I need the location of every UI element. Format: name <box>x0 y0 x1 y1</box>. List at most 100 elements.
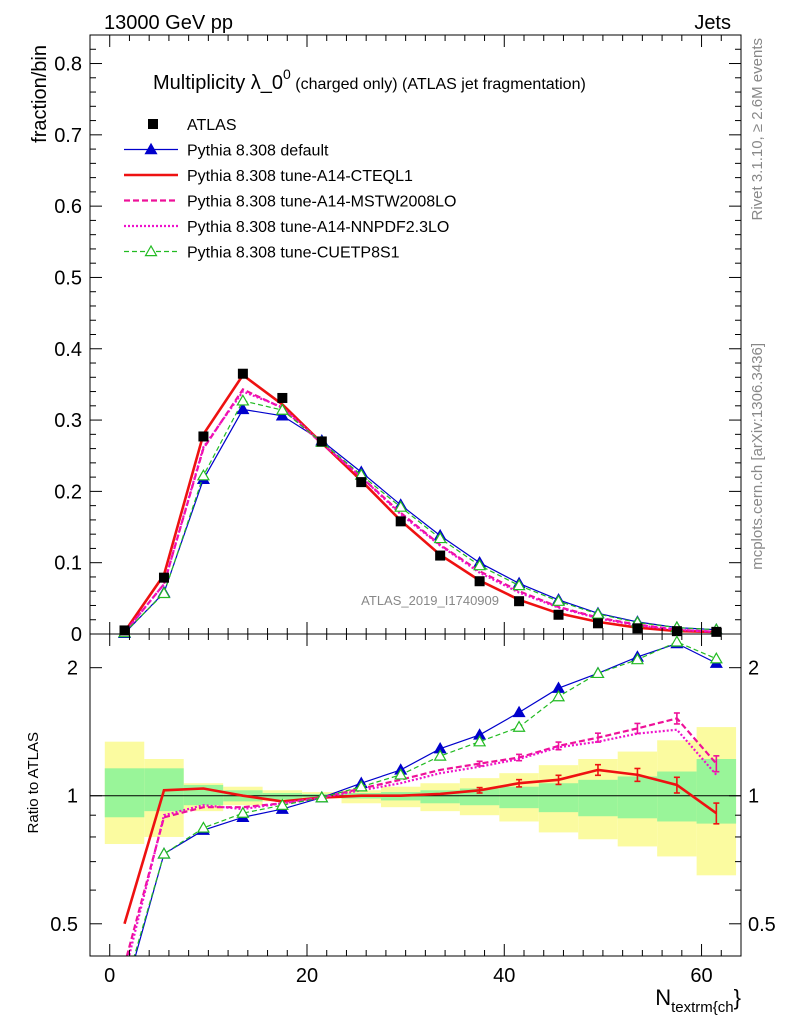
y-tick-label: 0 <box>71 624 82 646</box>
y-tick-label: 0.3 <box>54 410 82 432</box>
series-point-cuetp <box>591 607 605 619</box>
y-tick-label: 0.2 <box>54 481 82 503</box>
x-axis-label-sub: textrm{ch <box>671 999 734 1016</box>
x-axis-label-main: N <box>655 985 671 1010</box>
ratio-point-cuetp <box>630 652 644 665</box>
series-point-cuetp <box>433 531 447 544</box>
ratio-point-cuetp <box>236 806 250 818</box>
main-panel: 0 0.1 0.2 0.3 0.4 0.5 0.6 0.7 0.8 fraction/bin M… <box>29 34 742 646</box>
plot-title: Multiplicity λ_00 (charged only) (ATLAS … <box>153 66 586 94</box>
legend-marker-default <box>144 142 158 155</box>
series-point-default <box>275 409 289 421</box>
uncertainty-band-inner <box>538 783 579 813</box>
atlas-data-point <box>632 623 643 634</box>
series-point-cuetp <box>275 403 289 415</box>
ratio-y-axis-label: Ratio to ATLAS <box>25 732 42 833</box>
uncertainty-band-inner <box>104 768 145 818</box>
ratio-point-cuetp <box>670 635 684 647</box>
atlas-data-point <box>474 576 485 587</box>
series-point-cuetp <box>551 594 566 606</box>
ratio-point-cuetp <box>275 798 289 810</box>
plot-title-tail: (charged only) (ATLAS jet fragmentation) <box>291 76 586 93</box>
y-tick-label: 0.5 <box>54 267 82 289</box>
y-tick-label: 0.8 <box>54 54 82 76</box>
atlas-data-point <box>119 625 130 636</box>
ratio-panel: 0.5 0.51 12 20 20 40 60 Ratio to ATLAS Ntextrm… <box>25 633 776 1016</box>
series-line-nnpdf <box>123 390 717 634</box>
ratio-line-nnpdf <box>127 728 718 956</box>
ratio-point-default <box>512 705 526 718</box>
atlas-data-point <box>553 609 564 620</box>
legend-label: ATLAS <box>187 117 237 134</box>
ratio-point-cuetp <box>433 749 447 761</box>
series-line-default <box>124 408 717 634</box>
x-tick-label: 60 <box>690 965 712 987</box>
atlas-data-point <box>395 516 406 527</box>
legend: ATLAS Pythia 8.308 default Pythia 8.308 tu… <box>124 117 456 262</box>
atlas-data-point <box>711 626 722 637</box>
series-point-cuetp <box>157 586 171 599</box>
legend-label: Pythia 8.308 default <box>187 143 329 160</box>
header-left: 13000 GeV pp <box>104 12 233 34</box>
series-line-cuetp <box>124 400 717 634</box>
legend-label: Pythia 8.308 tune-CUETP8S1 <box>187 245 400 262</box>
x-axis-label-tail: } <box>734 985 741 1010</box>
ratio-point-default <box>119 990 130 1000</box>
legend-marker-atlas <box>148 119 158 129</box>
atlas-data-point <box>435 550 446 561</box>
ratio-series-group <box>119 635 723 1000</box>
legend-label: Pythia 8.308 tune-A14-NNPDF2.3LO <box>187 219 449 236</box>
series-point-cuetp <box>473 558 487 571</box>
ratio-line-default <box>134 642 717 956</box>
legend-marker-cuetp <box>144 244 158 257</box>
ratio-point-cuetp <box>591 666 605 679</box>
ratio-point-cuetp <box>315 790 329 803</box>
atlas-data-point <box>316 436 327 447</box>
x-tick-label: 0 <box>104 965 115 987</box>
y-tick-label: 0.6 <box>54 196 82 218</box>
uncertainty-band-inner <box>578 779 618 817</box>
ratio-y-tick-label: 0.5 <box>50 914 78 936</box>
uncertainty-band-inner <box>459 788 500 806</box>
series-point-cuetp <box>196 468 210 481</box>
x-axis-label: Ntextrm{ch} <box>655 985 741 1016</box>
x-tick-label: 40 <box>493 965 515 987</box>
y-tick-label: 0.4 <box>54 339 82 361</box>
atlas-data-point <box>671 626 682 637</box>
atlas-data-point <box>277 392 288 403</box>
uncertainty-band-inner <box>617 776 658 819</box>
atlas-data-point <box>158 572 169 583</box>
atlas-data-point <box>356 477 367 488</box>
ratio-point-cuetp <box>354 780 368 792</box>
ratio-panel-frame <box>89 633 742 957</box>
side-label-bottom: mcplots.cern.ch [arXiv:1306.3436] <box>749 343 766 570</box>
ratio-line-cteql1 <box>123 768 718 925</box>
ratio-y-tick-label-right: 0.5 <box>748 914 776 936</box>
ratio-point-cuetp <box>119 984 130 994</box>
ratio-y-tick-label: 2 <box>67 658 78 680</box>
ratio-point-cuetp <box>394 768 408 780</box>
series-point-cuetp <box>236 394 250 406</box>
plot-title-sup: 0 <box>283 66 291 82</box>
side-label-top: Rivet 3.1.10, ≥ 2.6M events <box>749 38 766 221</box>
atlas-data-point <box>592 618 603 629</box>
ratio-point-cuetp <box>709 651 723 664</box>
ratio-point-cuetp <box>512 720 526 732</box>
series-line-cteql1 <box>123 373 717 634</box>
series-point-cuetp <box>394 500 408 512</box>
ratio-point-cuetp <box>551 689 566 702</box>
atlas-data-point <box>514 596 525 607</box>
y-axis-label: fraction/bin <box>29 45 51 143</box>
header-right: Jets <box>694 12 731 34</box>
ratio-y-tick-label: 1 <box>67 786 78 808</box>
y-tick-label: 0.7 <box>54 125 82 147</box>
ratio-y-tick-label-right: 2 <box>748 658 759 680</box>
y-tick-label: 0.1 <box>54 553 82 575</box>
ratio-point-cuetp <box>196 821 210 833</box>
series-point-cuetp <box>512 578 526 591</box>
legend-label: Pythia 8.308 tune-A14-MSTW2008LO <box>187 194 456 211</box>
ratio-line-cuetp <box>133 641 717 956</box>
x-tick-label: 20 <box>296 965 318 987</box>
ratio-line-mstw <box>125 717 718 956</box>
